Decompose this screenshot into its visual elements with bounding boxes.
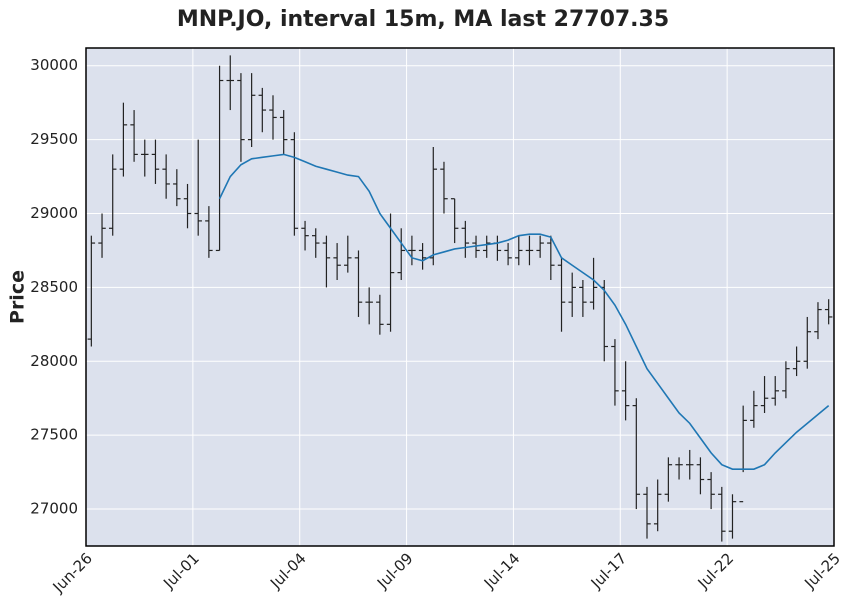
y-tick-label: 30000 [30,56,78,74]
x-tick-label: Jul-14 [480,549,524,593]
x-tick-label: Jul-09 [373,549,417,593]
x-tick-label: Jul-25 [800,549,844,593]
x-tick-label: Jun-26 [49,549,96,596]
x-tick-label: Jul-01 [159,549,203,593]
y-axis-label: Price [7,270,29,324]
y-tick-label: 28000 [30,352,78,370]
chart-title: MNP.JO, interval 15m, MA last 27707.35 [177,7,669,32]
y-tick-label: 27000 [30,500,78,518]
y-tick-label: 28500 [30,278,78,296]
plot-frame [85,47,835,547]
y-tick-label: 27500 [30,426,78,444]
x-tick-label: Jul-17 [587,549,631,593]
y-tick-label: 29500 [30,130,78,148]
y-tick-label: 29000 [30,204,78,222]
x-tick-label: Jul-22 [694,549,738,593]
x-tick-label: Jul-04 [266,549,310,593]
plot-background [86,48,834,546]
moving-average-line [218,153,830,470]
